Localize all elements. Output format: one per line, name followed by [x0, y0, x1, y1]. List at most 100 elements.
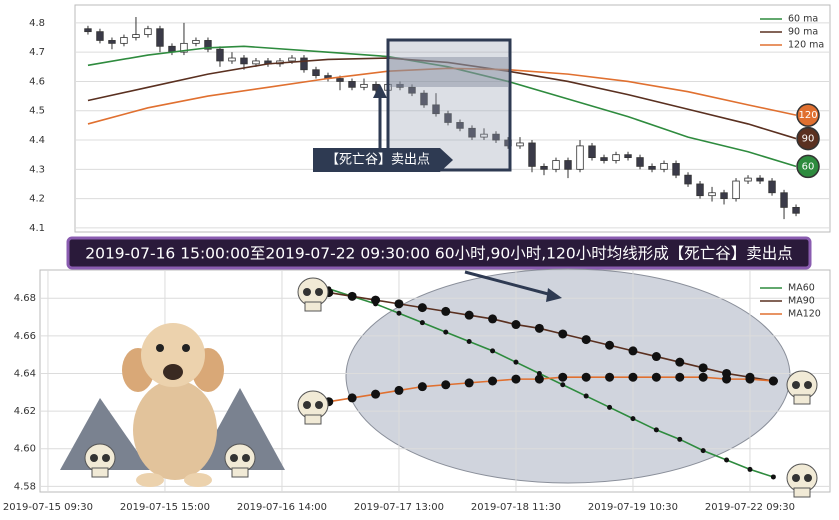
skull	[297, 390, 329, 425]
point	[417, 303, 427, 313]
point	[394, 385, 404, 395]
candle-body	[432, 104, 440, 115]
skull	[224, 443, 256, 478]
point	[581, 372, 591, 382]
point	[396, 310, 402, 316]
skull-jaw	[304, 301, 322, 312]
candle-body	[600, 157, 608, 161]
candle-body	[528, 142, 536, 167]
top-plot-frame	[74, 4, 831, 233]
y-tick-label: 4.8	[29, 18, 45, 29]
end-label-badge	[796, 103, 820, 127]
point	[581, 335, 591, 345]
candle-body	[624, 154, 632, 159]
point	[347, 291, 357, 301]
skull	[786, 370, 818, 405]
candle-body	[768, 180, 776, 194]
pointer-arrow	[464, 270, 553, 297]
candle-body	[480, 133, 488, 138]
point	[651, 352, 661, 362]
point	[490, 348, 496, 354]
point	[534, 323, 544, 333]
point	[605, 340, 615, 350]
candle-body	[744, 177, 752, 182]
mountain	[60, 398, 150, 470]
point	[513, 359, 519, 365]
candle-body	[84, 28, 92, 33]
candle-body	[552, 160, 560, 170]
point	[770, 474, 776, 480]
point	[653, 427, 659, 433]
skulls	[84, 277, 818, 498]
point	[768, 376, 778, 386]
x-tick-label: 2019-07-19 10:30	[588, 502, 678, 513]
ma-line	[328, 288, 774, 478]
y-tick-label: 4.6	[29, 76, 45, 87]
candle-body	[288, 57, 296, 62]
candle-body	[696, 183, 704, 197]
candle-body	[180, 42, 188, 53]
candle-body	[132, 34, 140, 38]
end-label: 120	[798, 110, 817, 121]
point	[560, 382, 566, 388]
candle-body	[300, 57, 308, 71]
legend-label: MA60	[788, 283, 815, 294]
annotation-box	[313, 148, 453, 172]
point	[607, 404, 613, 410]
point	[628, 372, 638, 382]
point	[605, 372, 615, 382]
candle-body	[672, 163, 680, 176]
candle-body	[240, 57, 248, 65]
candle-body	[612, 154, 620, 161]
candle-body	[444, 113, 452, 123]
point	[651, 372, 661, 382]
point	[466, 338, 472, 344]
point	[394, 299, 404, 309]
end-label: 90	[802, 134, 815, 145]
skull-eye	[315, 401, 323, 409]
point	[698, 372, 708, 382]
skull-eye	[303, 401, 311, 409]
skull-eye	[792, 474, 800, 482]
skull	[84, 443, 116, 478]
point	[745, 374, 755, 384]
y-tick-label: 4.58	[14, 481, 36, 492]
point	[747, 466, 753, 472]
pointer-arrowhead	[546, 288, 562, 302]
point	[441, 306, 451, 316]
skull-eye	[792, 381, 800, 389]
top-chart: 4.1 4.2 4.3 4.4 4.5 4.6 4.7 4.8 60 90 120 60 ma 90 m…	[29, 14, 830, 234]
skull-jaw	[91, 467, 109, 478]
point	[464, 378, 474, 388]
skull-eye	[102, 454, 110, 462]
legend-label: 60 ma	[788, 14, 818, 25]
x-tick-label: 2019-07-17 13:00	[354, 502, 444, 513]
point	[441, 380, 451, 390]
point	[700, 448, 706, 454]
point	[488, 314, 498, 324]
x-tick-label: 2019-07-16 14:00	[237, 502, 327, 513]
ma-line	[87, 45, 797, 168]
candle-body	[204, 40, 212, 50]
y-tick-label: 4.4	[29, 135, 45, 146]
point	[419, 320, 425, 326]
skull-eye	[804, 474, 812, 482]
point	[347, 393, 357, 403]
candle-body	[456, 122, 464, 129]
candle-body	[420, 92, 428, 106]
point	[630, 416, 636, 422]
skull	[786, 463, 818, 498]
highlight-band	[390, 57, 508, 87]
point	[536, 370, 542, 376]
candle-body	[636, 157, 644, 167]
candle-body	[192, 40, 200, 44]
mountain	[195, 388, 285, 470]
y-tick-label: 4.66	[14, 331, 36, 342]
skull-jaw	[793, 394, 811, 405]
point	[677, 436, 683, 442]
y-tick-label: 4.68	[14, 293, 36, 304]
candle-body	[360, 83, 368, 88]
candle-body	[348, 81, 356, 88]
x-tick-label: 2019-07-15 15:00	[120, 502, 210, 513]
y-tick-label: 4.5	[29, 106, 45, 117]
